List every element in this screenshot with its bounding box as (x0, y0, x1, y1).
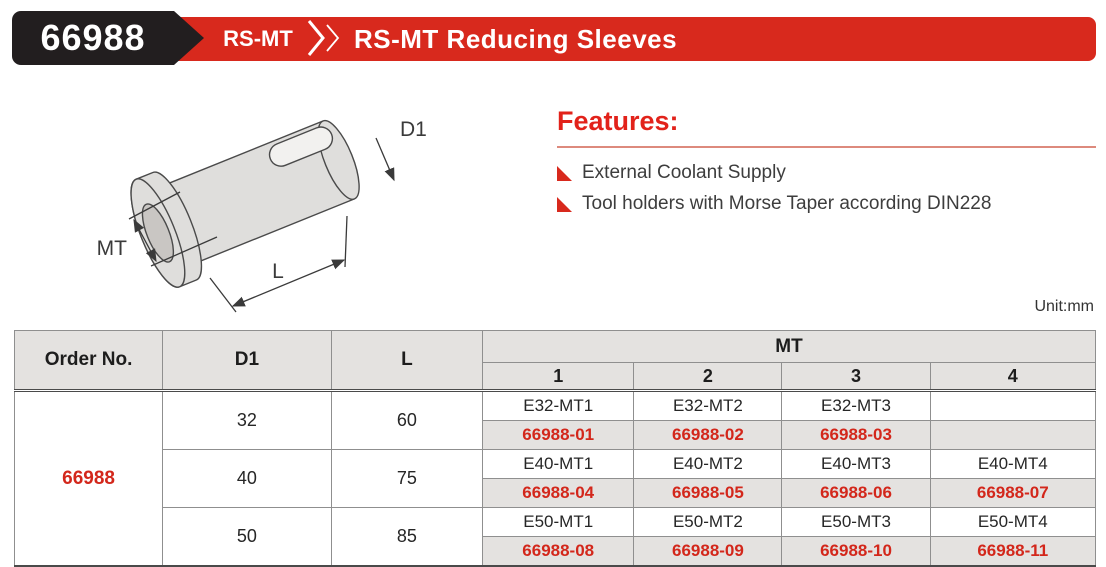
feature-item: Tool holders with Morse Taper according … (557, 193, 1096, 215)
order-code-cell: 66988-09 (633, 536, 783, 567)
dimension-lines (128, 137, 395, 313)
order-code-cell (929, 420, 1097, 450)
series-tag: RS-MT (223, 26, 293, 51)
model-cell: E40-MT3 (781, 449, 931, 479)
order-code-cell: 66988-05 (633, 478, 783, 508)
unit-label: Unit:mm (1034, 298, 1094, 315)
d1-cell: 40 (162, 449, 332, 508)
feature-item: External Coolant Supply (557, 162, 1096, 184)
model-cell: E50-MT3 (781, 507, 931, 537)
features-section: Features: External Coolant Supply Tool h… (557, 106, 1096, 224)
coolant-slot (268, 126, 334, 167)
model-cell: E50-MT4 (929, 507, 1097, 537)
model-cell: E40-MT1 (482, 449, 635, 479)
product-code-box: 66988 (12, 11, 174, 65)
order-code-cell: 66988-08 (482, 536, 635, 567)
page-header-banner: 66988 RS-MT RS-MT Reducing Sleeves (10, 11, 1096, 65)
l-cell: 85 (330, 507, 484, 567)
dimension-label-mt: MT (97, 237, 127, 260)
banner-red-band (140, 17, 1096, 61)
table-row: 66988-08 66988-09 66988-10 66988-11 (15, 536, 1097, 567)
order-code-cell: 66988-03 (781, 420, 931, 450)
col-header-d1: D1 (162, 330, 332, 392)
d1-cell: 32 (162, 390, 332, 450)
page-title: RS-MT Reducing Sleeves (354, 23, 678, 54)
col-header-mt4: 4 (929, 362, 1097, 392)
l-cell: 75 (330, 449, 484, 508)
model-cell: E32-MT2 (633, 390, 783, 421)
order-code-cell: 66988-02 (633, 420, 783, 450)
col-header-mt: MT (482, 330, 1096, 363)
col-header-order-no: Order No. (13, 330, 164, 392)
model-cell (929, 390, 1097, 421)
d1-cell: 50 (162, 507, 332, 567)
l-cell: 60 (330, 390, 484, 450)
features-heading: Features: (557, 106, 679, 136)
col-header-l: L (330, 330, 484, 392)
col-header-mt2: 2 (633, 362, 783, 392)
spec-table: Order No. D1 L MT 1 2 3 4 66988 32 60 E3… (13, 330, 1097, 567)
model-cell: E40-MT2 (633, 449, 783, 479)
table-row: 66988 32 60 E32-MT1 E32-MT2 E32-MT3 (13, 390, 1097, 567)
chevron-right-icon (307, 20, 340, 56)
sleeve-body (130, 119, 360, 288)
table-row: 66988-01 66988-02 66988-03 (15, 420, 1097, 450)
order-code-cell: 66988-06 (781, 478, 931, 508)
model-cell: E32-MT3 (781, 390, 931, 421)
dimension-label-d1: D1 (400, 118, 427, 141)
order-code-cell: 66988-01 (482, 420, 635, 450)
product-drawing: D1 MT L (97, 118, 427, 313)
order-code-cell: 66988-04 (482, 478, 635, 508)
table-row: 40 75 E40-MT1 E40-MT2 E40-MT3 E40-MT4 (15, 449, 1097, 508)
order-code-cell: 66988-10 (781, 536, 931, 567)
triangle-bullet-icon (557, 196, 572, 212)
feature-text: External Coolant Supply (582, 162, 786, 183)
col-header-mt3: 3 (781, 362, 931, 392)
table-row: 50 85 E50-MT1 E50-MT2 E50-MT3 E50-MT4 (15, 507, 1097, 567)
table-row: 66988-04 66988-05 66988-06 66988-07 (15, 478, 1097, 508)
dimension-label-l: L (272, 260, 284, 283)
col-header-mt1: 1 (482, 362, 635, 392)
order-code-cell: 66988-11 (929, 536, 1097, 567)
model-cell: E50-MT2 (633, 507, 783, 537)
triangle-bullet-icon (557, 165, 572, 181)
features-underline (557, 146, 1096, 148)
order-no-cell: 66988 (13, 390, 164, 567)
spec-table-wrap: Order No. D1 L MT 1 2 3 4 66988 32 60 E3… (13, 330, 1097, 567)
model-cell: E32-MT1 (482, 390, 635, 421)
feature-text: Tool holders with Morse Taper according … (582, 193, 992, 214)
product-code: 66988 (40, 17, 146, 58)
model-cell: E50-MT1 (482, 507, 635, 537)
order-code-cell: 66988-07 (929, 478, 1097, 508)
model-cell: E40-MT4 (929, 449, 1097, 479)
